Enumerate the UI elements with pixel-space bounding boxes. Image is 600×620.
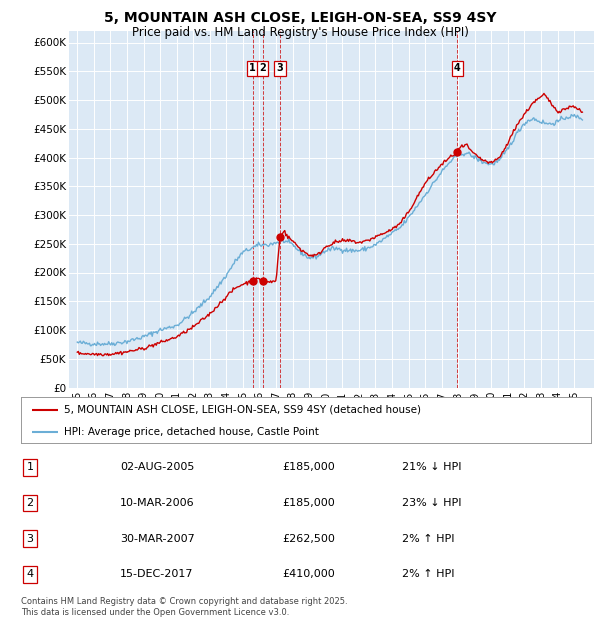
Text: 4: 4	[454, 63, 461, 73]
Text: HPI: Average price, detached house, Castle Point: HPI: Average price, detached house, Cast…	[64, 427, 319, 436]
Text: 2% ↑ HPI: 2% ↑ HPI	[402, 534, 455, 544]
Text: £185,000: £185,000	[282, 498, 335, 508]
Text: 23% ↓ HPI: 23% ↓ HPI	[402, 498, 461, 508]
Text: 3: 3	[26, 534, 34, 544]
Text: 10-MAR-2006: 10-MAR-2006	[120, 498, 194, 508]
Text: 15-DEC-2017: 15-DEC-2017	[120, 569, 193, 579]
Text: 3: 3	[277, 63, 283, 73]
Text: £410,000: £410,000	[282, 569, 335, 579]
Text: £262,500: £262,500	[282, 534, 335, 544]
Text: 1: 1	[249, 63, 256, 73]
Text: 30-MAR-2007: 30-MAR-2007	[120, 534, 195, 544]
Text: 4: 4	[26, 569, 34, 579]
Text: 21% ↓ HPI: 21% ↓ HPI	[402, 463, 461, 472]
Text: 1: 1	[26, 463, 34, 472]
Text: 2: 2	[259, 63, 266, 73]
Text: Price paid vs. HM Land Registry's House Price Index (HPI): Price paid vs. HM Land Registry's House …	[131, 26, 469, 39]
Text: 2: 2	[26, 498, 34, 508]
Text: 5, MOUNTAIN ASH CLOSE, LEIGH-ON-SEA, SS9 4SY (detached house): 5, MOUNTAIN ASH CLOSE, LEIGH-ON-SEA, SS9…	[64, 405, 421, 415]
Text: £185,000: £185,000	[282, 463, 335, 472]
Text: 02-AUG-2005: 02-AUG-2005	[120, 463, 194, 472]
Text: 2% ↑ HPI: 2% ↑ HPI	[402, 569, 455, 579]
Text: Contains HM Land Registry data © Crown copyright and database right 2025.
This d: Contains HM Land Registry data © Crown c…	[21, 598, 347, 617]
Text: 5, MOUNTAIN ASH CLOSE, LEIGH-ON-SEA, SS9 4SY: 5, MOUNTAIN ASH CLOSE, LEIGH-ON-SEA, SS9…	[104, 11, 496, 25]
